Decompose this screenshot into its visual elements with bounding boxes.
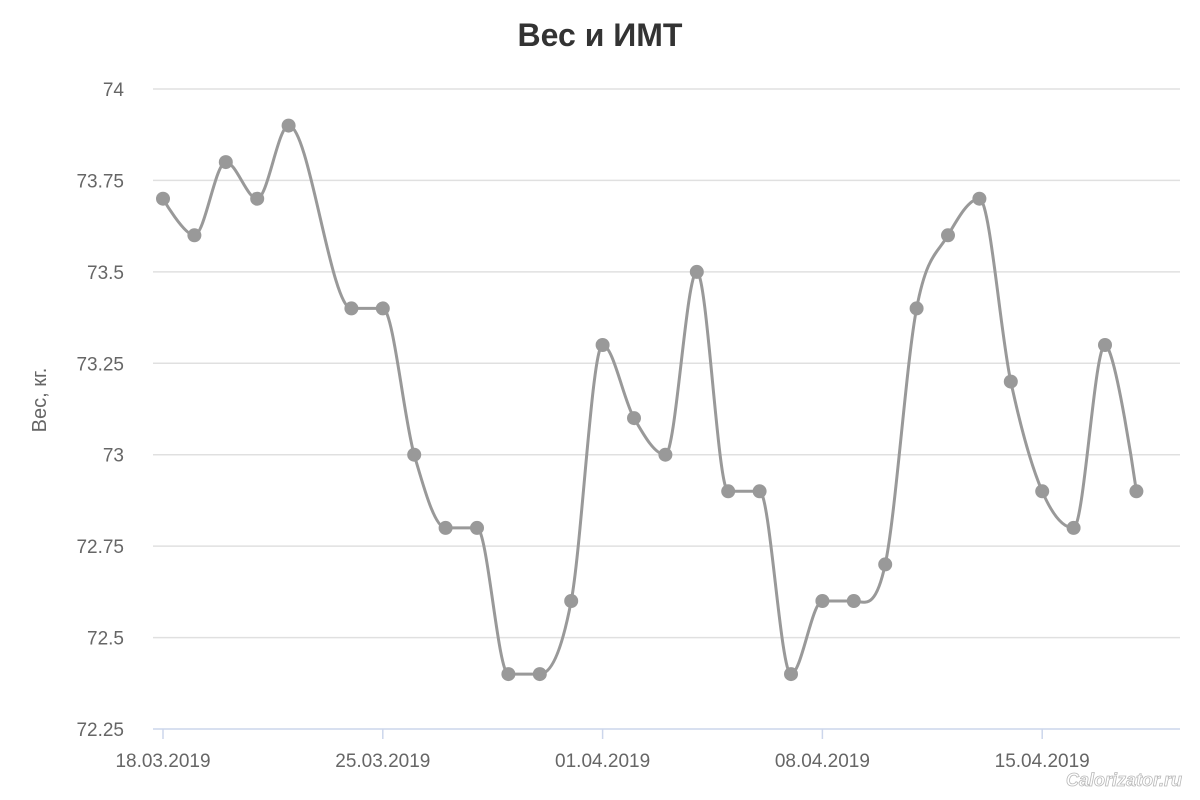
data-point[interactable] xyxy=(689,264,704,279)
data-point[interactable] xyxy=(281,118,296,133)
data-point[interactable] xyxy=(752,484,767,499)
series-line xyxy=(161,124,1138,676)
data-point[interactable] xyxy=(438,520,453,535)
x-tick-label: 01.04.2019 xyxy=(555,751,650,772)
data-point[interactable] xyxy=(1129,484,1144,499)
y-tick-labels: 72.25 72.5 72.75 73 73.25 73.5 73.75 74 xyxy=(76,80,124,741)
data-point[interactable] xyxy=(250,191,265,206)
y-tick-label: 73.25 xyxy=(76,354,124,375)
data-point[interactable] xyxy=(218,155,233,170)
y-tick-label: 73.5 xyxy=(87,263,124,284)
data-point[interactable] xyxy=(721,484,736,499)
data-point[interactable] xyxy=(187,228,202,243)
data-point[interactable] xyxy=(909,301,924,316)
data-point[interactable] xyxy=(375,301,390,316)
weight-series xyxy=(161,124,1138,676)
y-tick-label: 72.5 xyxy=(87,629,124,650)
data-point[interactable] xyxy=(595,338,610,352)
data-point[interactable] xyxy=(1003,374,1018,389)
x-tick-label: 08.04.2019 xyxy=(775,751,870,772)
data-point[interactable] xyxy=(1098,338,1112,352)
data-point[interactable] xyxy=(564,594,579,608)
chart-title: Вес и ИМТ xyxy=(518,17,683,53)
data-point[interactable] xyxy=(501,667,516,682)
watermark: Calorizator.ru xyxy=(1066,770,1182,790)
data-point[interactable] xyxy=(784,667,798,682)
data-point[interactable] xyxy=(344,301,359,316)
y-axis-title: Вес, кг. xyxy=(29,368,51,433)
data-point[interactable] xyxy=(941,228,955,243)
weight-points xyxy=(156,118,1144,682)
data-point[interactable] xyxy=(470,520,484,535)
y-tick-label: 73 xyxy=(103,446,124,467)
x-tick-label: 15.04.2019 xyxy=(995,751,1090,772)
y-tick-label: 73.75 xyxy=(76,171,124,192)
data-point[interactable] xyxy=(627,411,641,426)
gridlines xyxy=(153,88,1180,639)
data-point[interactable] xyxy=(815,594,830,608)
data-point[interactable] xyxy=(658,447,673,462)
y-tick-label: 72.75 xyxy=(76,537,124,558)
x-tick-label: 25.03.2019 xyxy=(335,751,430,772)
y-tick-label: 72.25 xyxy=(76,720,124,741)
data-point[interactable] xyxy=(972,191,987,206)
data-point[interactable] xyxy=(846,594,861,608)
data-point[interactable] xyxy=(1066,520,1081,535)
data-point[interactable] xyxy=(532,667,547,682)
data-point[interactable] xyxy=(407,447,422,462)
data-point[interactable] xyxy=(156,191,170,206)
x-tick-label: 18.03.2019 xyxy=(115,751,210,772)
y-tick-label: 74 xyxy=(103,80,125,101)
x-axis: 18.03.2019 25.03.2019 01.04.2019 08.04.2019… xyxy=(115,728,1180,772)
data-point[interactable] xyxy=(878,557,893,572)
data-point[interactable] xyxy=(1035,484,1050,499)
